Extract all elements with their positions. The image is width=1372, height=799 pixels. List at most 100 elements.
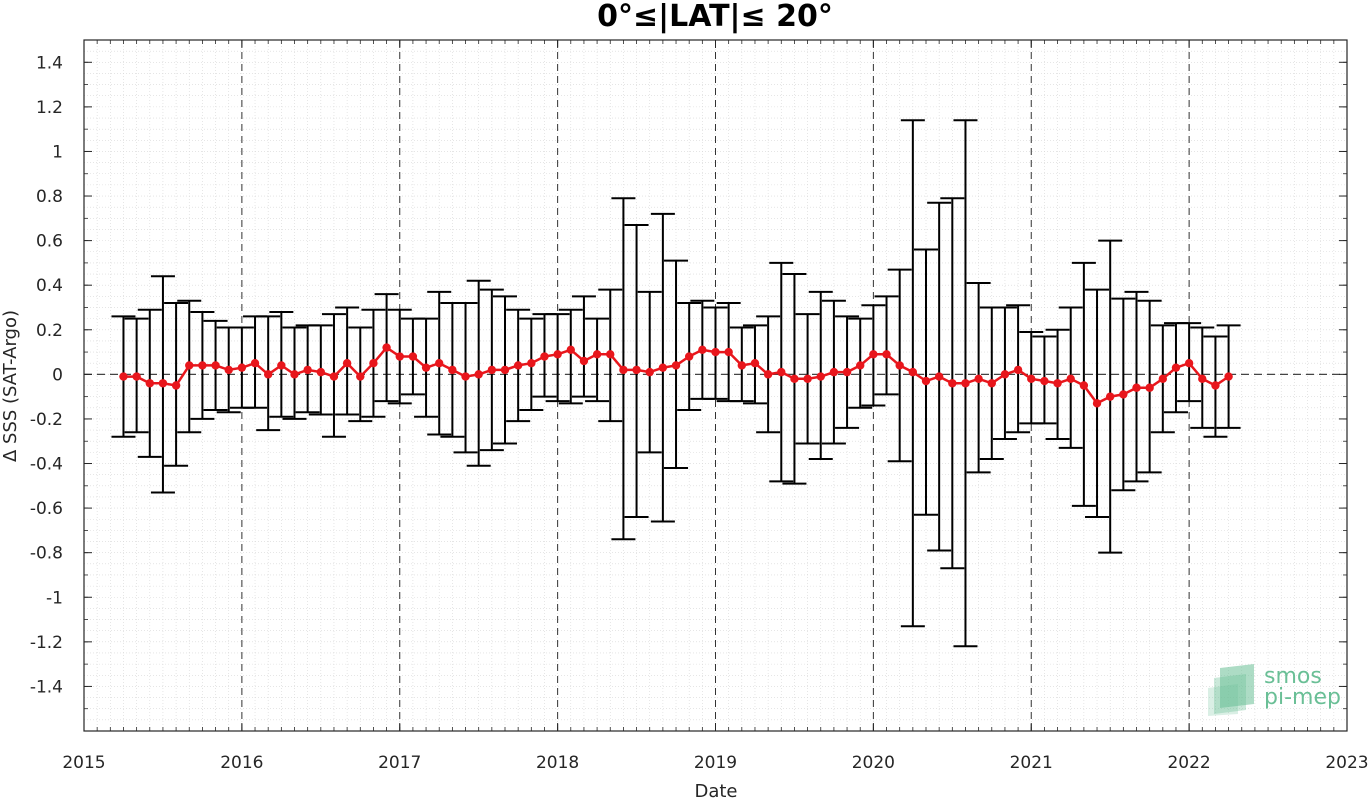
data-point	[435, 359, 444, 368]
data-point	[1158, 374, 1168, 384]
data-point	[1000, 370, 1010, 379]
x-tick-label: 2020	[852, 753, 895, 773]
data-point	[527, 359, 536, 368]
data-point	[908, 367, 918, 377]
x-tick-label: 2023	[1325, 753, 1368, 773]
data-point	[211, 361, 220, 370]
data-point	[329, 372, 339, 381]
x-tick-label: 2016	[220, 753, 263, 773]
data-point	[408, 352, 418, 361]
data-point	[816, 372, 825, 381]
data-point	[1119, 390, 1128, 399]
data-point	[316, 367, 326, 377]
chart-title: 0°≤|LAT|≤ 20°	[597, 0, 833, 34]
data-point	[1079, 381, 1089, 390]
data-point	[658, 363, 668, 372]
data-point	[763, 370, 773, 379]
data-point	[395, 352, 404, 361]
data-point	[513, 361, 523, 370]
data-point	[750, 359, 760, 368]
y-tick-label: 0.4	[36, 276, 63, 296]
y-tick-label: -0.4	[30, 455, 63, 475]
y-axis-label: Δ SSS (SAT-Argo)	[0, 310, 21, 462]
data-point	[461, 372, 470, 381]
data-point	[277, 361, 286, 370]
data-point	[606, 350, 615, 359]
data-point	[737, 361, 747, 370]
data-point	[869, 350, 878, 359]
data-point	[263, 370, 273, 379]
x-tick-label: 2018	[536, 753, 579, 773]
data-point	[592, 350, 602, 359]
data-point	[1013, 365, 1023, 375]
data-point	[645, 367, 654, 377]
y-tick-label: -1.2	[30, 633, 63, 653]
data-point	[421, 363, 431, 372]
data-point	[921, 376, 931, 386]
y-tick-label: 1	[52, 142, 63, 162]
y-tick-label: 0.6	[36, 232, 63, 252]
data-point	[342, 359, 352, 368]
axis-ticks	[83, 39, 1348, 732]
data-point	[1224, 372, 1233, 381]
data-point	[1040, 376, 1049, 386]
data-point	[119, 372, 128, 381]
data-point	[369, 359, 378, 368]
data-point	[145, 379, 154, 388]
data-point	[1184, 359, 1194, 368]
y-tick-label: -0.2	[30, 410, 63, 430]
data-point	[1092, 399, 1102, 408]
data-point	[948, 379, 957, 388]
data-point	[250, 359, 260, 368]
y-tick-label: 1.2	[36, 98, 63, 118]
data-point	[1145, 383, 1154, 392]
data-point	[303, 365, 312, 375]
x-axis-label: Date	[694, 781, 737, 799]
data-point	[987, 379, 996, 388]
y-tick-label: -0.6	[30, 499, 63, 519]
data-point	[553, 350, 562, 359]
y-tick-labels: -1.4 -1.2 -1 -0.8 -0.6 -0.4 -0.2 0 0.2 0.4 0.6 0.8 1…	[30, 53, 63, 697]
data-point	[237, 363, 247, 372]
data-point	[934, 372, 944, 381]
y-tick-label: -0.8	[30, 544, 63, 564]
data-point	[382, 343, 391, 352]
x-tick-label: 2017	[378, 753, 421, 773]
data-point	[803, 374, 812, 384]
data-point	[290, 370, 299, 379]
data-point	[961, 379, 970, 388]
data-point	[171, 381, 181, 390]
data-point	[856, 361, 865, 370]
x-tick-labels: 2015 2016 2017 2018 2019 2020 2021 2022 2023	[62, 753, 1368, 773]
data-point	[579, 356, 589, 366]
data-point	[158, 379, 168, 388]
logo-mark-icon	[1208, 664, 1254, 716]
data-point	[1027, 374, 1036, 384]
data-point	[132, 372, 141, 381]
data-point	[829, 367, 839, 377]
data-point	[684, 352, 694, 361]
y-tick-label: 0.2	[36, 321, 63, 341]
data-point	[1198, 374, 1207, 384]
data-point	[356, 372, 365, 381]
y-tick-label: 0.8	[36, 187, 63, 207]
data-point	[474, 370, 483, 379]
data-point	[1132, 383, 1141, 392]
data-point	[1066, 374, 1075, 384]
data-point	[632, 365, 641, 375]
smos-pi-mep-logo: smos pi-mep	[1208, 664, 1341, 716]
y-tick-label: 0	[52, 365, 63, 385]
data-point	[487, 365, 497, 375]
data-point	[711, 347, 720, 357]
data-point	[619, 365, 628, 375]
data-point	[1211, 381, 1220, 390]
data-point	[224, 365, 233, 375]
data-point	[1105, 392, 1115, 401]
x-tick-label: 2019	[694, 753, 737, 773]
data-point	[448, 365, 457, 375]
data-point	[1053, 379, 1062, 388]
x-tick-label: 2022	[1167, 753, 1210, 773]
data-point	[842, 367, 852, 377]
data-point	[882, 350, 891, 359]
